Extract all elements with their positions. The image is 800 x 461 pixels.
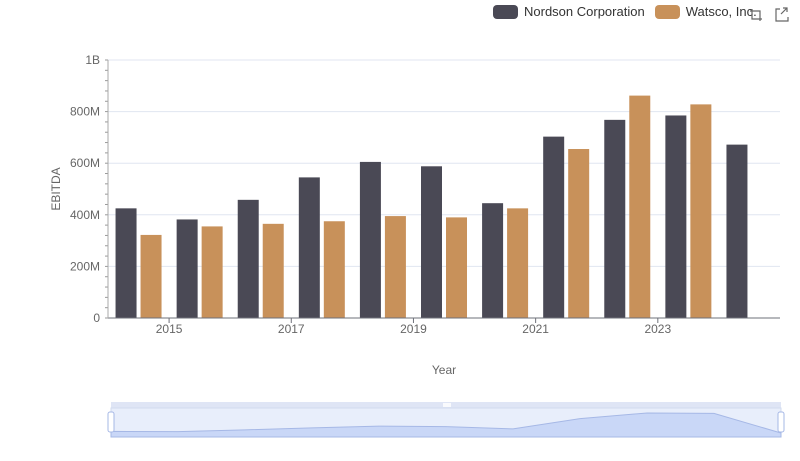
y-tick-label: 600M	[70, 156, 100, 170]
y-axis-label: EBITDA	[49, 167, 63, 210]
legend-label-nordson: Nordson Corporation	[524, 4, 645, 19]
y-tick-label: 400M	[70, 208, 100, 222]
x-axis-label: Year	[432, 363, 456, 377]
bar-watsco-2014[interactable]	[140, 234, 162, 318]
y-tick-labels: 0 200M 400M 600M 800M 1B	[70, 53, 100, 325]
bar-watsco-2016[interactable]	[262, 223, 284, 318]
bar-nordson-2016[interactable]	[237, 199, 259, 318]
bar-watsco-2018[interactable]	[384, 216, 406, 318]
legend-item-nordson[interactable]: Nordson Corporation	[493, 4, 645, 19]
zoom-handle-right[interactable]	[777, 411, 785, 433]
toolbox	[748, 7, 800, 23]
bar-nordson-2020[interactable]	[482, 203, 504, 318]
x-tick-label: 2021	[522, 322, 549, 336]
x-tick-label: 2019	[400, 322, 427, 336]
bar-watsco-2019[interactable]	[446, 217, 467, 318]
bar-nordson-2018[interactable]	[359, 161, 381, 318]
legend-item-watsco[interactable]: Watsco, Inc.	[654, 4, 757, 19]
bar-nordson-2014[interactable]	[115, 208, 137, 318]
y-tick-label: 0	[93, 311, 100, 325]
legend-swatch-watsco	[654, 4, 680, 19]
bar-watsco-2015[interactable]	[201, 226, 223, 318]
bar-nordson-2022[interactable]	[604, 119, 626, 318]
x-tick-labels: 2015 2017 2019 2021 2023	[156, 318, 671, 336]
bar-watsco-2022[interactable]	[629, 95, 651, 318]
bar-nordson-2017[interactable]	[298, 177, 320, 318]
y-tick-label: 200M	[70, 259, 100, 273]
zoom-preview-area	[110, 412, 782, 438]
legend-swatch-nordson	[493, 4, 518, 19]
bars	[115, 95, 748, 318]
y-tick-label: 1B	[85, 53, 100, 67]
legend-label-watsco: Watsco, Inc.	[685, 4, 757, 19]
axes	[107, 60, 780, 319]
zoom-reset-icon[interactable]	[774, 7, 790, 23]
bar-watsco-2020[interactable]	[507, 208, 529, 318]
bar-watsco-2017[interactable]	[323, 221, 345, 318]
y-tick-label: 800M	[70, 105, 100, 119]
zoom-handle-left[interactable]	[107, 411, 115, 433]
x-tick-label: 2017	[278, 322, 305, 336]
bar-watsco-2021[interactable]	[568, 149, 590, 318]
bar-nordson-2015[interactable]	[176, 219, 198, 318]
data-zoom-slider[interactable]	[107, 402, 785, 438]
x-tick-label: 2023	[644, 322, 671, 336]
legend: Nordson Corporation Watsco, Inc.	[493, 4, 767, 19]
zoom-grip-icon[interactable]	[443, 403, 451, 407]
bar-nordson-2019[interactable]	[421, 166, 442, 318]
bar-nordson-2023[interactable]	[665, 115, 687, 318]
x-tick-label: 2015	[156, 322, 183, 336]
bar-nordson-2024[interactable]	[726, 144, 748, 318]
zoom-icon[interactable]	[748, 7, 764, 23]
bar-watsco-2023[interactable]	[690, 104, 712, 318]
bar-nordson-2021[interactable]	[543, 136, 565, 318]
